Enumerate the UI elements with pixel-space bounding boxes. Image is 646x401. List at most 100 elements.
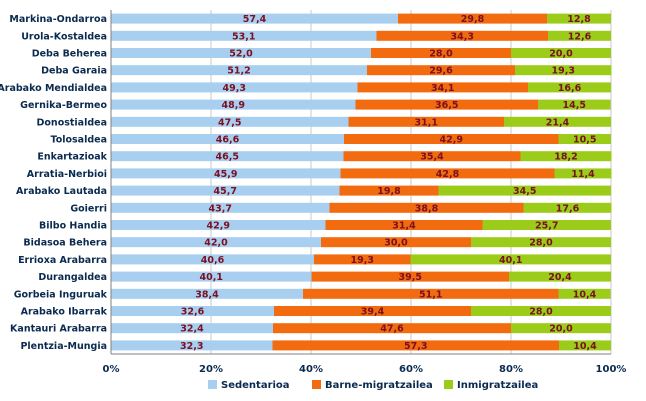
data-label: 43,7 xyxy=(209,203,232,214)
category-label: Bilbo Handia xyxy=(39,221,107,232)
data-label: 34,5 xyxy=(513,186,536,197)
x-tick-label: 80% xyxy=(499,364,523,375)
data-label: 35,4 xyxy=(420,152,444,163)
bar-segment xyxy=(340,168,555,179)
legend-label: Sedentarioa xyxy=(221,380,290,391)
data-label: 40,6 xyxy=(201,255,225,266)
x-tick-label: 20% xyxy=(199,364,223,375)
data-label: 17,6 xyxy=(556,203,580,214)
bar-segment xyxy=(558,134,611,144)
data-label: 51,1 xyxy=(419,289,442,300)
data-label: 53,1 xyxy=(232,31,255,42)
data-label: 10,4 xyxy=(573,341,597,352)
bar-segment xyxy=(547,13,611,24)
bar-segment xyxy=(274,306,471,316)
category-label: Goierri xyxy=(70,203,107,214)
bar-segment xyxy=(111,254,314,265)
category-label: Kantauri Arabarra xyxy=(10,324,107,335)
data-label: 10,5 xyxy=(573,135,596,146)
data-label: 36,5 xyxy=(435,100,458,111)
bar-segment xyxy=(111,151,344,162)
data-label: 47,5 xyxy=(218,117,241,128)
data-label: 34,1 xyxy=(431,83,454,94)
data-label: 28,0 xyxy=(429,49,453,60)
legend-swatch xyxy=(312,380,321,389)
data-label: 19,3 xyxy=(351,255,374,266)
category-label: Plentzia-Mungia xyxy=(20,341,107,352)
category-label: Donostialdea xyxy=(37,117,107,128)
bar-segment xyxy=(558,288,611,299)
bar-segment xyxy=(272,340,559,351)
data-label: 12,6 xyxy=(568,31,592,42)
data-label: 16,6 xyxy=(558,83,582,94)
data-label: 32,4 xyxy=(180,324,204,335)
data-label: 19,3 xyxy=(552,66,575,77)
category-label: Arratia-Nerbioi xyxy=(27,169,107,180)
data-label: 21,4 xyxy=(546,117,570,128)
legend: Sedentarioa Barne-migratzailea Inmigratzai… xyxy=(208,380,538,391)
data-label: 45,9 xyxy=(214,169,237,180)
bar-segment xyxy=(511,48,611,58)
category-label: Durangaldea xyxy=(38,272,107,283)
category-label: Gernika-Bermeo xyxy=(20,100,107,111)
bar-segment xyxy=(355,99,538,110)
data-label: 31,1 xyxy=(415,117,438,128)
bar-segment xyxy=(111,82,358,93)
bar-segment xyxy=(111,168,341,179)
data-label: 40,1 xyxy=(499,255,522,266)
bar-segment xyxy=(511,323,611,334)
bar-segment xyxy=(504,116,611,127)
legend-label: Inmigratzailea xyxy=(457,380,538,391)
bar-segment xyxy=(471,237,611,248)
x-tick-label: 100% xyxy=(596,364,627,375)
data-label: 29,8 xyxy=(461,14,485,25)
data-label: 11,4 xyxy=(571,169,595,180)
category-label: Markina-Ondarroa xyxy=(9,14,107,25)
category-label: Errioxa Arabarra xyxy=(18,255,107,266)
grid-layer xyxy=(210,10,612,354)
data-label: 42,9 xyxy=(440,135,463,146)
data-label: 47,6 xyxy=(380,324,404,335)
bar-segment xyxy=(344,134,559,144)
data-label: 10,4 xyxy=(573,289,597,300)
bar-segment xyxy=(303,288,559,299)
category-label: Deba Beherea xyxy=(32,49,107,60)
bar-segment xyxy=(329,202,524,213)
data-label: 18,2 xyxy=(554,152,577,163)
bar-segment xyxy=(528,82,611,93)
data-label: 38,4 xyxy=(195,289,219,300)
category-label: Arabako Lautada xyxy=(16,186,107,197)
data-label: 20,0 xyxy=(549,49,573,60)
bar-segment xyxy=(509,271,611,282)
bar-segment xyxy=(273,323,511,334)
x-tick-label: 60% xyxy=(399,364,423,375)
data-label: 38,8 xyxy=(415,203,439,214)
bar-segment xyxy=(520,151,612,162)
data-label: 31,4 xyxy=(392,221,416,232)
bar-segment xyxy=(410,254,611,265)
data-label: 32,6 xyxy=(181,307,205,318)
labels-layer: 57,4 29,8 12,8 Markina-Ondarroa 53,1 34,3 12,6… xyxy=(0,14,597,352)
legend-label: Barne-migratzailea xyxy=(325,380,433,391)
bar-segment xyxy=(348,116,504,127)
category-label: Tolosaldea xyxy=(50,135,107,146)
data-label: 29,6 xyxy=(429,66,453,77)
data-label: 42,0 xyxy=(204,238,228,249)
data-label: 39,5 xyxy=(399,272,422,283)
bar-segment xyxy=(314,254,411,265)
bars-layer xyxy=(111,13,612,351)
bar-segment xyxy=(548,30,611,41)
bar-segment xyxy=(559,340,611,351)
bar-segment xyxy=(538,99,611,110)
bar-segment xyxy=(554,168,612,179)
data-label: 12,8 xyxy=(567,14,591,25)
bar-segment xyxy=(111,48,371,58)
data-label: 42,9 xyxy=(207,221,230,232)
data-label: 42,8 xyxy=(436,169,460,180)
data-label: 45,7 xyxy=(214,186,237,197)
bar-segment xyxy=(111,237,321,248)
data-label: 57,4 xyxy=(243,14,267,25)
data-label: 19,8 xyxy=(377,186,401,197)
legend-swatch xyxy=(444,380,453,389)
data-label: 48,9 xyxy=(222,100,245,111)
